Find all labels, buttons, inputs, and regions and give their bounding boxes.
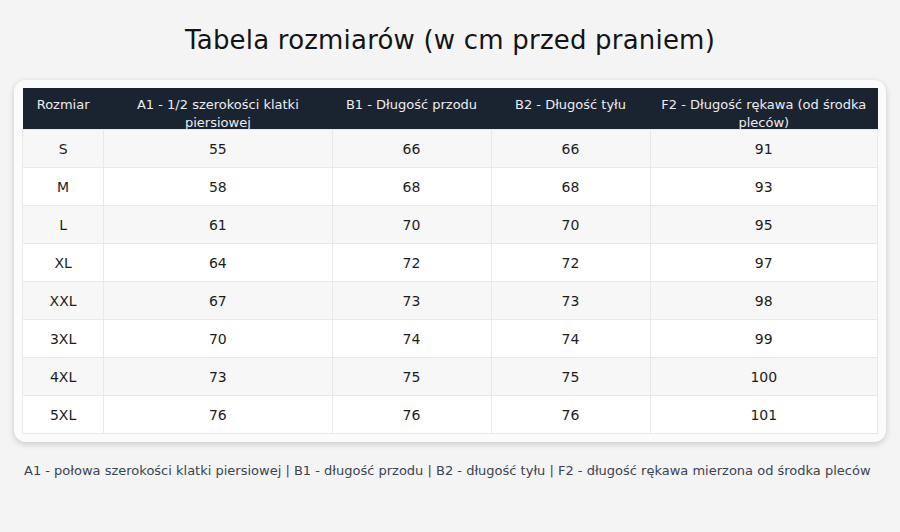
table-body: S55666691M58686893L61707095XL64727297XXL… — [23, 130, 878, 434]
table-row: M58686893 — [23, 168, 878, 206]
size-table-card: RozmiarA1 - 1/2 szerokości klatki piersi… — [14, 80, 886, 442]
column-header: B1 - Długość przodu — [332, 88, 491, 130]
value-cell: 91 — [650, 130, 877, 168]
legend-note: A1 - połowa szerokości klatki piersiowej… — [24, 463, 876, 478]
value-cell: 74 — [491, 320, 650, 358]
value-cell: 55 — [104, 130, 332, 168]
table-header-row: RozmiarA1 - 1/2 szerokości klatki piersi… — [23, 88, 878, 130]
size-cell: 3XL — [23, 320, 104, 358]
size-cell: 4XL — [23, 358, 104, 396]
value-cell: 72 — [491, 244, 650, 282]
value-cell: 76 — [491, 396, 650, 434]
value-cell: 72 — [332, 244, 491, 282]
size-cell: S — [23, 130, 104, 168]
column-header-size: Rozmiar — [23, 88, 104, 130]
value-cell: 97 — [650, 244, 877, 282]
size-cell: M — [23, 168, 104, 206]
value-cell: 66 — [491, 130, 650, 168]
table-row: S55666691 — [23, 130, 878, 168]
value-cell: 100 — [650, 358, 877, 396]
table-row: XL64727297 — [23, 244, 878, 282]
value-cell: 58 — [104, 168, 332, 206]
value-cell: 75 — [332, 358, 491, 396]
size-cell: L — [23, 206, 104, 244]
value-cell: 99 — [650, 320, 877, 358]
value-cell: 75 — [491, 358, 650, 396]
value-cell: 76 — [332, 396, 491, 434]
value-cell: 67 — [104, 282, 332, 320]
value-cell: 64 — [104, 244, 332, 282]
value-cell: 98 — [650, 282, 877, 320]
value-cell: 73 — [104, 358, 332, 396]
value-cell: 61 — [104, 206, 332, 244]
page-title: Tabela rozmiarów (w cm przed praniem) — [0, 0, 900, 56]
value-cell: 76 — [104, 396, 332, 434]
size-chart-page: Tabela rozmiarów (w cm przed praniem) Ro… — [0, 0, 900, 532]
size-cell: XL — [23, 244, 104, 282]
value-cell: 68 — [332, 168, 491, 206]
column-header: F2 - Długość rękawa (od środka pleców) — [650, 88, 877, 130]
column-header: A1 - 1/2 szerokości klatki piersiowej — [104, 88, 332, 130]
size-cell: XXL — [23, 282, 104, 320]
size-cell: 5XL — [23, 396, 104, 434]
table-row: L61707095 — [23, 206, 878, 244]
value-cell: 68 — [491, 168, 650, 206]
size-table: RozmiarA1 - 1/2 szerokości klatki piersi… — [22, 88, 878, 434]
table-row: 3XL70747499 — [23, 320, 878, 358]
value-cell: 70 — [104, 320, 332, 358]
value-cell: 70 — [332, 206, 491, 244]
value-cell: 101 — [650, 396, 877, 434]
value-cell: 70 — [491, 206, 650, 244]
table-row: 4XL737575100 — [23, 358, 878, 396]
value-cell: 66 — [332, 130, 491, 168]
table-row: XXL67737398 — [23, 282, 878, 320]
value-cell: 73 — [332, 282, 491, 320]
column-header: B2 - Długość tyłu — [491, 88, 650, 130]
table-row: 5XL767676101 — [23, 396, 878, 434]
value-cell: 95 — [650, 206, 877, 244]
value-cell: 93 — [650, 168, 877, 206]
value-cell: 73 — [491, 282, 650, 320]
value-cell: 74 — [332, 320, 491, 358]
